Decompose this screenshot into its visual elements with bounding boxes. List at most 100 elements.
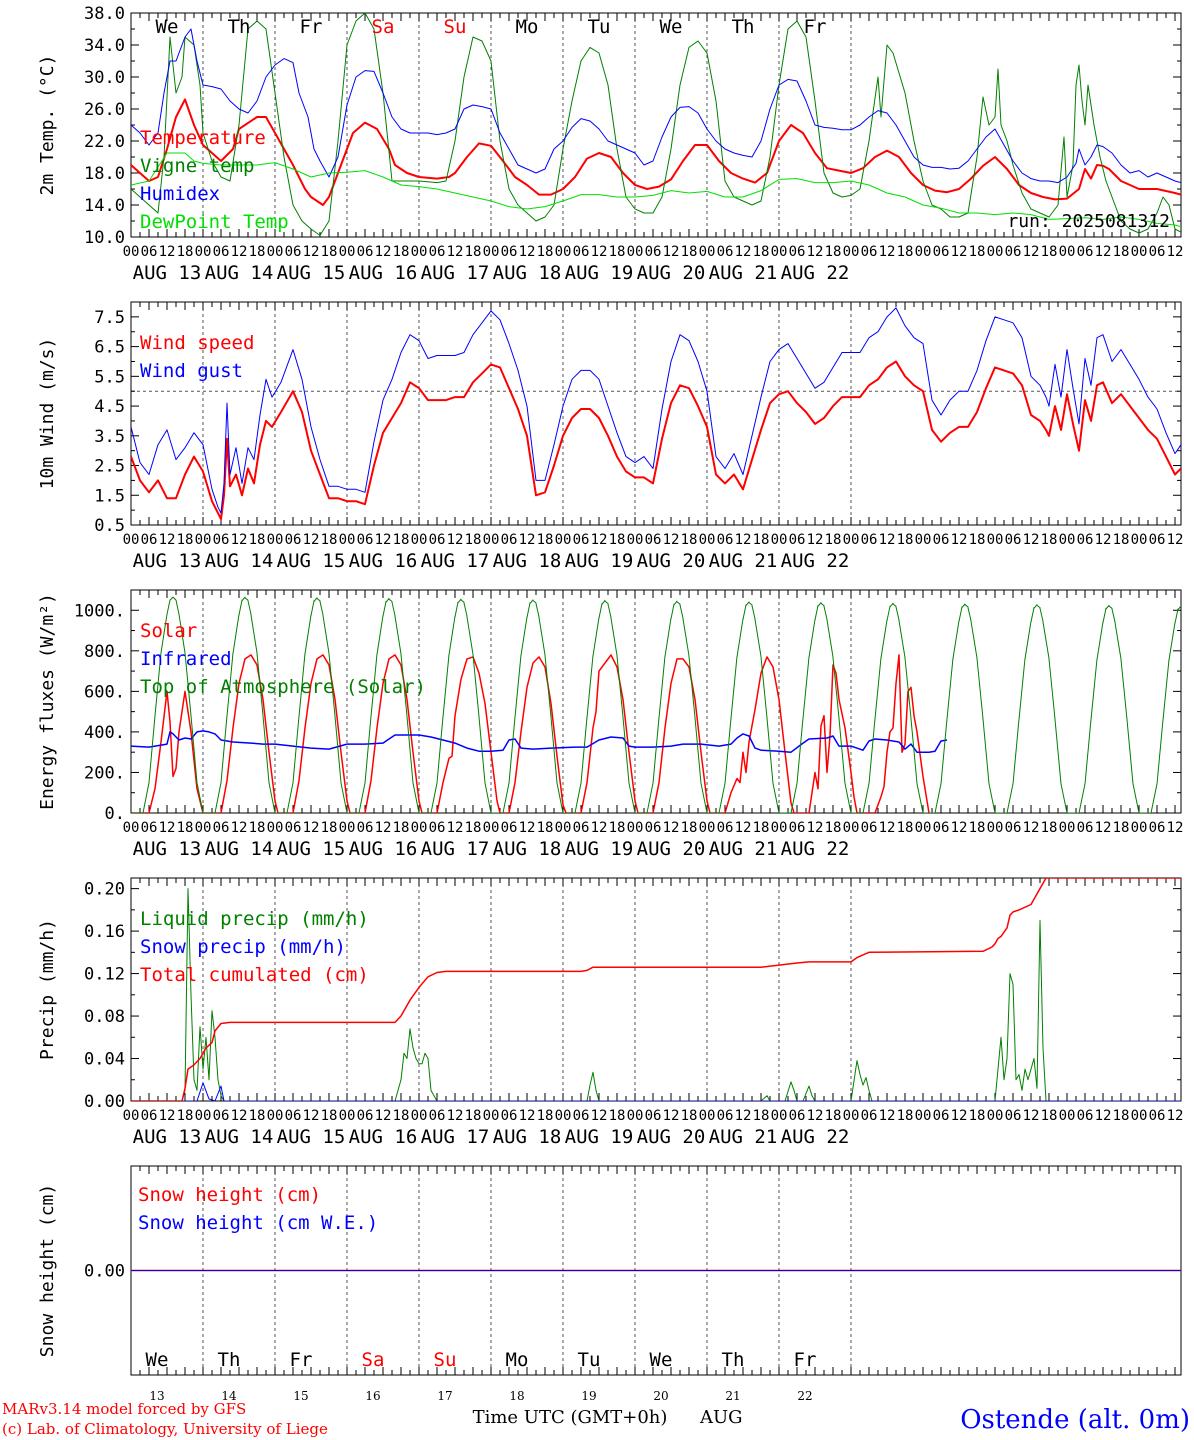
x-hour-label: 18 [249,820,266,836]
x-hour-label: 12 [735,1108,752,1124]
weekday-label: We [156,16,179,38]
x-hour-label: 18 [609,244,626,260]
x-hour-label: 06 [213,820,230,836]
x-hour-label: 18 [537,532,554,548]
x-hour-label: 06 [861,532,878,548]
x-hour-label: 18 [1113,820,1130,836]
x-hour-label: 00 [627,244,644,260]
x-hour-label: 00 [699,244,716,260]
x-hour-label: 06 [357,244,374,260]
x-hour-label: 06 [573,1108,590,1124]
x-date-label: AUG 19 [565,838,634,860]
weekday-label: Mo [506,1349,529,1371]
x-hour-label: 06 [429,1108,446,1124]
x-hour-label: 18 [1113,532,1130,548]
y-tick-label: 200. [84,763,125,783]
y-axis-label: Precip (mm/h) [37,919,58,1060]
x-date-label: AUG 13 [133,550,202,572]
x-hour-label: 00 [411,820,428,836]
series-line-wind-gust [131,307,1181,514]
x-date-label: AUG 17 [421,550,490,572]
x-hour-label: 12 [1023,1108,1040,1124]
x-hour-label: 00 [843,244,860,260]
x-hour-label: 00 [627,820,644,836]
x-hour-label: 12 [591,1108,608,1124]
series-line-total-cumulated-cm- [131,878,1181,1101]
x-hour-label: 00 [555,820,572,836]
x-date-label: AUG 17 [421,262,490,284]
x-hour-label: 00 [771,244,788,260]
x-hour-label: 06 [357,1108,374,1124]
x-hour-label: 06 [933,1108,950,1124]
x-hour-label: 18 [681,244,698,260]
x-hour-label: 12 [735,244,752,260]
weekday-label: Tu [578,1349,601,1371]
x-date-label: AUG 21 [709,262,778,284]
x-date-label: AUG 15 [277,1126,346,1148]
x-hour-label: 18 [897,820,914,836]
credit-line-2: (c) Lab. of Climatology, University of L… [2,1420,328,1438]
x-hour-label: 00 [771,820,788,836]
x-hour-label: 06 [501,244,518,260]
x-hour-label: 06 [789,532,806,548]
x-hour-label: 18 [681,1108,698,1124]
run-label: run: 2025081312 [1007,211,1170,232]
x-hour-label: 00 [1131,820,1148,836]
date-number: 18 [509,1389,524,1403]
x-hour-label: 06 [357,820,374,836]
x-axis-month: AUG [699,1407,743,1428]
x-hour-label: 18 [321,244,338,260]
x-hour-label: 18 [825,1108,842,1124]
y-tick-label: 0.12 [84,965,125,985]
x-hour-label: 18 [249,532,266,548]
x-hour-label: 06 [213,1108,230,1124]
date-number: 16 [365,1389,380,1403]
x-hour-label: 18 [969,1108,986,1124]
x-hour-label: 06 [789,244,806,260]
series-group [131,307,1181,521]
x-hour-label: 12 [447,244,464,260]
x-hour-label: 06 [717,820,734,836]
weekday-label: Mo [516,16,539,38]
x-hour-label: 00 [699,820,716,836]
x-date-label: AUG 13 [133,1126,202,1148]
legend-entry: DewPoint Temp [140,211,289,233]
x-hour-label: 00 [1131,1108,1148,1124]
x-hour-label: 12 [807,532,824,548]
date-number: 13 [149,1389,164,1403]
x-hour-label: 18 [177,244,194,260]
x-hour-label: 18 [321,532,338,548]
x-hour-label: 06 [573,244,590,260]
x-date-label: AUG 13 [133,262,202,284]
x-date-label: AUG 16 [349,1126,418,1148]
x-hour-label: 12 [1095,1108,1112,1124]
x-hour-label: 06 [1077,532,1094,548]
x-hour-label: 12 [159,820,176,836]
legend-entry: Liquid precip (mm/h) [140,908,369,930]
y-tick-label: 400. [84,723,125,743]
x-hour-label: 18 [681,532,698,548]
x-hour-label: 18 [825,532,842,548]
x-hour-label: 12 [879,244,896,260]
x-hour-label: 12 [807,244,824,260]
x-hour-label: 12 [879,1108,896,1124]
x-hour-label: 12 [375,820,392,836]
x-hour-label: 00 [123,1108,140,1124]
x-hour-label: 06 [141,532,158,548]
weekday-label: Th [228,16,251,38]
x-hour-label: 12 [303,820,320,836]
x-hour-label: 12 [951,532,968,548]
y-tick-label: 0.00 [84,1092,125,1112]
x-hour-label: 12 [1167,244,1184,260]
x-hour-label: 06 [141,244,158,260]
x-hour-label: 12 [591,820,608,836]
x-date-label: AUG 20 [637,1126,706,1148]
x-hour-label: 00 [1059,244,1076,260]
x-hour-label: 12 [231,244,248,260]
date-number: 15 [293,1389,308,1403]
x-date-label: AUG 20 [637,550,706,572]
y-tick-label: 38.0 [84,4,125,24]
x-hour-label: 12 [231,532,248,548]
x-hour-label: 00 [339,1108,356,1124]
